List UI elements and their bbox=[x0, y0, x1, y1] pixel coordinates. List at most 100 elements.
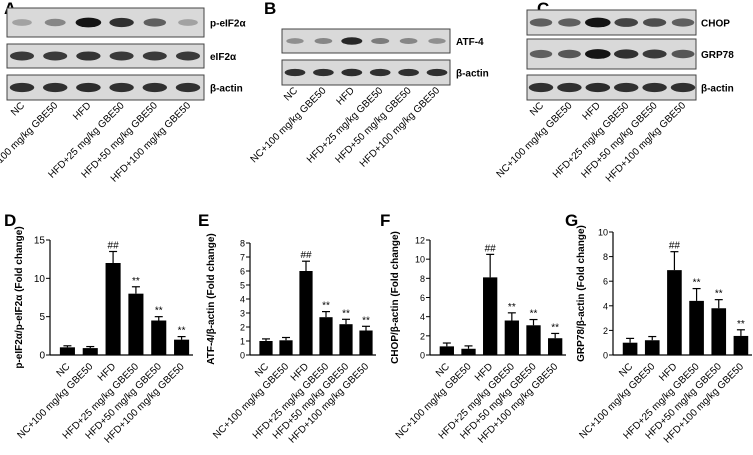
blot-band bbox=[426, 68, 448, 77]
y-axis-label: GRP78/β-actin (Fold change) bbox=[576, 225, 587, 362]
blot-strip bbox=[281, 28, 451, 54]
blot-band bbox=[178, 19, 198, 26]
bar bbox=[483, 277, 498, 355]
bar bbox=[279, 340, 293, 355]
blot-band bbox=[313, 68, 334, 77]
significance-label: ## bbox=[669, 241, 681, 252]
y-tick-label: 10 bbox=[34, 274, 46, 285]
bar bbox=[174, 339, 190, 355]
blot-band bbox=[143, 18, 167, 27]
lane-label: HFD bbox=[71, 100, 93, 122]
y-tick-label: 6 bbox=[240, 267, 245, 277]
blot-band bbox=[557, 49, 581, 59]
blot-band bbox=[529, 49, 553, 59]
blot-band bbox=[642, 49, 667, 59]
y-tick-label: 0 bbox=[603, 351, 608, 361]
y-axis-label: CHOP/β-actin (Fold change) bbox=[390, 231, 401, 364]
blot-band bbox=[9, 82, 35, 93]
blot-band bbox=[399, 38, 418, 44]
significance-label: ** bbox=[715, 289, 723, 300]
bar bbox=[667, 270, 682, 355]
blot-band bbox=[585, 82, 611, 93]
y-tick-label: 3 bbox=[240, 309, 245, 319]
significance-label: ** bbox=[551, 322, 559, 333]
band-label: ATF-4 bbox=[456, 37, 484, 48]
blot-band bbox=[584, 17, 611, 28]
blot-band bbox=[642, 82, 667, 93]
blot-band bbox=[76, 51, 101, 61]
significance-label: ** bbox=[362, 315, 370, 326]
band-label: GRP78 bbox=[701, 50, 734, 61]
lane-label: NC bbox=[528, 100, 546, 118]
y-tick-label: 15 bbox=[34, 236, 46, 247]
band-label: p-eIF2α bbox=[210, 19, 246, 30]
band-label: eIF2α bbox=[210, 52, 237, 63]
y-tick-label: 8 bbox=[240, 239, 245, 249]
bar bbox=[504, 320, 519, 355]
y-tick-label: 4 bbox=[240, 295, 245, 305]
bar bbox=[644, 340, 660, 355]
y-tick-label: 4 bbox=[603, 301, 608, 311]
blot-band bbox=[314, 38, 333, 44]
blot-band bbox=[43, 51, 68, 61]
bar bbox=[105, 263, 121, 355]
band-label: β-actin bbox=[210, 84, 243, 95]
significance-label: ** bbox=[508, 302, 516, 313]
blot-band bbox=[9, 51, 35, 61]
blot-band bbox=[12, 19, 32, 26]
bar bbox=[151, 320, 167, 355]
y-tick-label: 8 bbox=[603, 252, 608, 262]
blot-strip bbox=[6, 43, 205, 69]
bar bbox=[439, 346, 454, 355]
y-axis-label: ATF-4/β-actin (Fold change) bbox=[206, 233, 217, 364]
significance-label: ## bbox=[108, 241, 120, 252]
y-tick-label: 6 bbox=[420, 293, 425, 303]
y-tick-label: 2 bbox=[240, 323, 245, 333]
panel-letter: E bbox=[198, 211, 209, 230]
blot-band bbox=[175, 82, 201, 93]
blot-band bbox=[371, 37, 390, 45]
bar bbox=[526, 325, 541, 355]
bar bbox=[82, 348, 98, 355]
y-tick-label: 12 bbox=[415, 236, 425, 246]
y-tick-label: 0 bbox=[240, 351, 245, 361]
blot-band bbox=[142, 82, 168, 93]
bar bbox=[689, 300, 704, 355]
blot-band bbox=[142, 51, 167, 61]
y-axis-label: p-eIF2α/p-eIF2α (Fold change) bbox=[14, 226, 25, 368]
significance-label: ** bbox=[155, 306, 163, 317]
y-tick-label: 5 bbox=[39, 312, 45, 323]
significance-label: ** bbox=[178, 326, 186, 337]
blot-strip bbox=[526, 74, 697, 101]
blot-band bbox=[175, 51, 201, 61]
bar bbox=[548, 338, 563, 355]
y-tick-label: 0 bbox=[39, 351, 45, 362]
bar bbox=[259, 341, 273, 355]
blot-band bbox=[75, 17, 102, 28]
y-tick-label: 4 bbox=[420, 312, 425, 322]
blot-band bbox=[341, 37, 363, 45]
bar bbox=[319, 317, 333, 355]
blot-band bbox=[642, 18, 667, 27]
y-tick-label: 10 bbox=[415, 255, 425, 265]
significance-label: ** bbox=[322, 301, 330, 312]
panel-letter: D bbox=[4, 211, 16, 230]
blot-strip bbox=[6, 74, 205, 101]
bar bbox=[461, 348, 476, 355]
blot-band bbox=[558, 18, 581, 27]
blot-strip bbox=[526, 38, 697, 70]
blot-band bbox=[613, 82, 639, 93]
panel-letter: B bbox=[264, 0, 276, 18]
bar bbox=[299, 271, 313, 355]
blot-band bbox=[76, 82, 101, 93]
blot-band bbox=[584, 49, 611, 59]
blot-band bbox=[286, 38, 304, 44]
y-tick-label: 5 bbox=[240, 281, 245, 291]
y-tick-label: 10 bbox=[598, 228, 608, 238]
blot-band bbox=[428, 38, 446, 44]
panel-letter: G bbox=[565, 211, 578, 230]
bar bbox=[733, 335, 749, 355]
bar bbox=[711, 308, 727, 355]
band-label: β-actin bbox=[456, 69, 489, 80]
blot-band bbox=[44, 18, 66, 27]
